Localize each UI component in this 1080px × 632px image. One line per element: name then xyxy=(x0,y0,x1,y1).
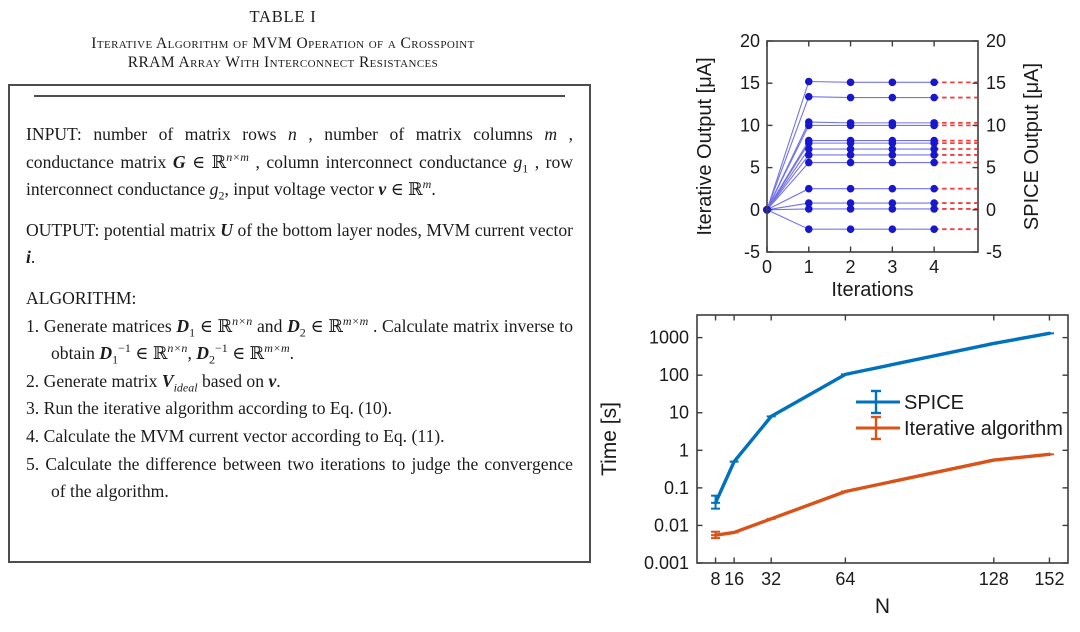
svg-text:-5: -5 xyxy=(744,242,760,262)
svg-text:16: 16 xyxy=(724,569,744,589)
plot-box xyxy=(766,40,979,253)
svg-text:100: 100 xyxy=(659,365,689,385)
svg-text:0: 0 xyxy=(762,257,772,277)
algorithm-step-2: 2. Generate matrix Videal based on v. xyxy=(26,368,573,396)
step-text: Generate matrix Videal based on v. xyxy=(43,370,281,395)
input-paragraph: INPUT: number of matrix rows n , number … xyxy=(26,124,574,203)
svg-text:1: 1 xyxy=(804,257,814,277)
svg-text:-5: -5 xyxy=(986,242,1002,262)
step-text: Generate matrices D1 ∈ ℝn×n and D2 ∈ ℝm×… xyxy=(43,313,573,367)
output-paragraph: OUTPUT: potential matrix U of the bottom… xyxy=(26,219,573,268)
axis-ticks: 8 16 32 64 128 152 0.001 0.01 0.1 1 10 100 1000 xyxy=(644,315,1068,589)
svg-text:32: 32 xyxy=(761,569,781,589)
svg-text:10: 10 xyxy=(986,115,1006,135)
svg-text:5: 5 xyxy=(986,158,996,178)
svg-text:Iterative algorithm: Iterative algorithm xyxy=(904,418,1063,440)
legend-entry-spice: SPICE xyxy=(856,389,964,415)
svg-text:3: 3 xyxy=(887,257,897,277)
step-number: 4. xyxy=(26,425,40,446)
svg-text:4: 4 xyxy=(929,257,939,277)
algorithm-step-4: 4. Calculate the MVM current vector acco… xyxy=(26,423,573,451)
algorithm-step-3: 3. Run the iterative algorithm according… xyxy=(26,395,573,423)
runtime-chart-svg: 8 16 32 64 128 152 0.001 0.01 0.1 1 10 100 1000 N Time… xyxy=(598,314,1069,618)
step-text: Run the iterative algorithm according to… xyxy=(43,398,392,419)
svg-text:0: 0 xyxy=(986,200,996,220)
svg-text:10: 10 xyxy=(669,403,689,423)
table-header: TABLE I Iterative Algorithm of MVM Opera… xyxy=(0,7,566,72)
runtime-series-lines xyxy=(711,331,1054,540)
legend-entry-iterative: Iterative algorithm xyxy=(856,415,1063,441)
table-title: TABLE I xyxy=(249,7,317,26)
box-top-rule xyxy=(34,95,565,97)
step-number: 2. xyxy=(26,370,40,391)
algorithm-step-5: 5. Calculate the difference between two … xyxy=(26,451,573,506)
svg-text:64: 64 xyxy=(835,569,855,589)
legend: SPICE Iterative algorithm xyxy=(856,389,1063,441)
step-number: 3. xyxy=(26,398,40,419)
svg-text:15: 15 xyxy=(740,73,760,93)
svg-text:0.1: 0.1 xyxy=(664,478,689,498)
spice-dashed-lines xyxy=(934,81,977,231)
y-axis-right-label: SPICE Output [μA] xyxy=(1021,63,1043,230)
svg-text:5: 5 xyxy=(750,158,760,178)
svg-text:1000: 1000 xyxy=(649,328,689,348)
svg-text:15: 15 xyxy=(986,73,1006,93)
x-axis-label: Iterations xyxy=(831,279,913,300)
svg-text:128: 128 xyxy=(979,569,1009,589)
svg-text:2: 2 xyxy=(846,257,856,277)
svg-text:0.001: 0.001 xyxy=(644,553,689,573)
algorithm-step-1: 1. Generate matrices D1 ∈ ℝn×n and D2 ∈ … xyxy=(26,313,573,368)
svg-text:1: 1 xyxy=(679,440,689,460)
step-number: 5. xyxy=(26,453,40,474)
svg-text:0.01: 0.01 xyxy=(654,515,689,535)
table-subtitle-line1: Iterative Algorithm of MVM Operation of … xyxy=(91,35,475,52)
svg-text:20: 20 xyxy=(740,31,760,51)
svg-text:20: 20 xyxy=(986,31,1006,51)
x-axis-label: N xyxy=(875,595,890,618)
svg-text:10: 10 xyxy=(740,115,760,135)
table-subtitle-line2: RRAM Array With Interconnect Resistances xyxy=(127,54,439,71)
runtime-comparison-chart: 8 16 32 64 128 152 0.001 0.01 0.1 1 10 100 1000 N Time… xyxy=(598,295,1080,627)
data-point-markers xyxy=(763,77,938,234)
plot-box xyxy=(696,314,1069,564)
svg-text:152: 152 xyxy=(1034,569,1064,589)
svg-text:SPICE: SPICE xyxy=(904,392,964,414)
y-axis-left-label: Iterative Output [μA] xyxy=(694,57,716,235)
iterative-vs-spice-output-chart: 0 1 2 3 4 -5 -5 0 0 5 5 10 10 15 15 20 20 Iterations Itera… xyxy=(690,0,1080,301)
algorithm-heading: ALGORITHM: xyxy=(26,287,137,308)
algorithm-box: INPUT: number of matrix rows n , number … xyxy=(8,84,591,563)
step-text: Calculate the difference between two ite… xyxy=(45,453,573,502)
step-text: Calculate the MVM current vector accordi… xyxy=(43,425,445,446)
svg-text:0: 0 xyxy=(750,200,760,220)
step-number: 1. xyxy=(26,315,40,336)
svg-text:8: 8 xyxy=(711,569,721,589)
y-axis-label: Time [s] xyxy=(600,402,621,476)
